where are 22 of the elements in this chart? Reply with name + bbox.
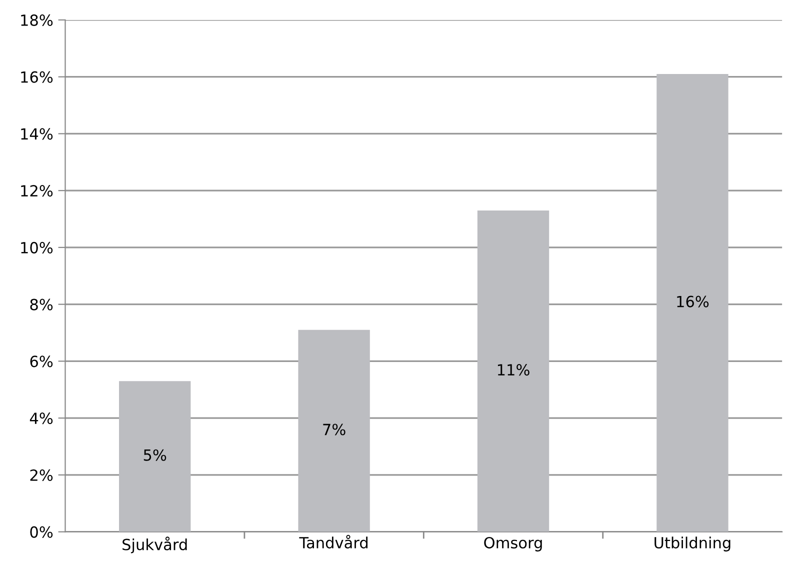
bar [119,381,191,532]
y-tick-label: 6% [30,356,53,368]
bar [477,210,550,532]
y-tick-label: 14% [21,128,53,140]
bar [298,330,370,532]
y-tick-label: 2% [30,469,53,481]
y-tick-label: 12% [21,185,53,197]
y-tick-label: 0% [30,526,53,538]
y-tick-label: 8% [30,298,53,310]
x-tick-label: Tandvård [299,534,368,548]
data-label: 16% [677,296,709,308]
x-tick-label: Sjukvård [122,536,187,554]
bar [656,74,728,532]
data-label: 5% [144,449,166,461]
x-tick-label: Utbildning [654,536,730,552]
y-tick-label: 16% [21,71,53,83]
y-tick-label: 4% [30,412,53,424]
y-tick-label: 10% [21,242,53,254]
data-label: 11% [498,364,530,376]
y-tick-label: 18% [21,14,53,26]
data-label: 7% [323,424,346,436]
x-tick-label: Omsorg [484,536,542,552]
